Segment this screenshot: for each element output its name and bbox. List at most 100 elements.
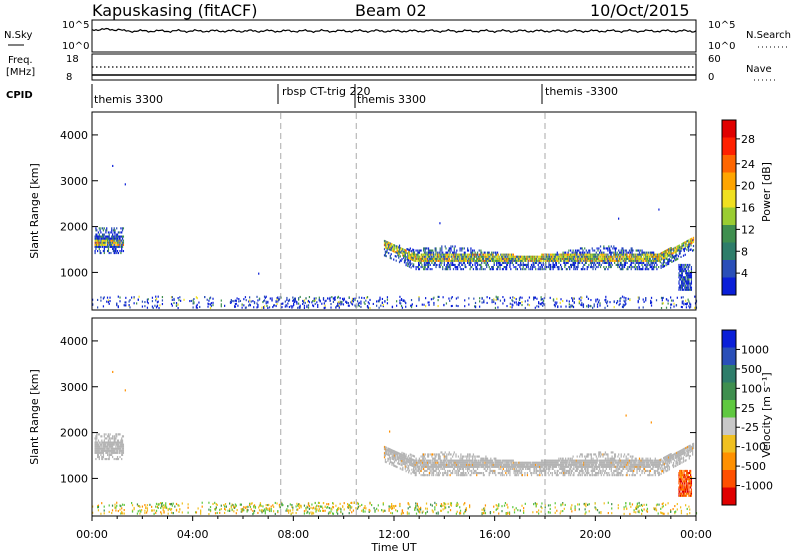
noise-tick-left-top: 10^5 xyxy=(62,20,89,31)
echo-cell xyxy=(651,251,653,254)
echo-cell xyxy=(652,257,654,260)
echo-cell xyxy=(424,247,426,250)
echo-cell xyxy=(448,247,450,250)
echo-cell xyxy=(690,242,692,245)
echo-cell xyxy=(464,251,466,254)
echo-cell xyxy=(501,253,503,256)
echo-cell xyxy=(463,459,465,462)
echo-cell xyxy=(230,506,232,509)
echo-cell xyxy=(447,465,450,468)
echo-cell xyxy=(668,249,671,252)
echo-cell xyxy=(354,297,356,300)
echo-cell xyxy=(656,255,658,258)
echo-cell xyxy=(685,504,687,507)
echo-cell xyxy=(450,305,453,308)
echo-cell xyxy=(609,249,612,252)
echo-cell xyxy=(692,249,694,252)
echo-cell xyxy=(647,255,649,258)
echo-cell xyxy=(465,465,467,468)
echo-cell xyxy=(229,300,232,303)
echo-cell xyxy=(103,245,105,248)
echo-cell xyxy=(471,253,473,256)
echo-cell xyxy=(394,251,396,254)
echo-cell xyxy=(562,251,564,254)
echo-cell xyxy=(506,503,508,506)
echo-cell xyxy=(607,259,609,262)
echo-cell xyxy=(369,502,371,505)
echo-cell xyxy=(447,472,449,475)
echo-cell xyxy=(193,298,195,301)
echo-cell xyxy=(462,253,465,256)
echo-cell xyxy=(672,299,674,302)
echo-cell xyxy=(580,253,583,256)
echo-cell xyxy=(567,259,569,262)
echo-cell xyxy=(459,465,461,468)
echo-cell xyxy=(562,300,564,303)
echo-cell xyxy=(387,457,389,460)
echo-cell xyxy=(418,263,421,266)
echo-cell xyxy=(141,509,143,512)
echo-cell xyxy=(416,257,418,260)
echo-cell xyxy=(332,512,334,515)
echo-cell xyxy=(287,505,289,508)
echo-cell xyxy=(267,306,269,309)
echo-cell xyxy=(472,255,474,258)
echo-cell xyxy=(688,284,690,287)
echo-cell xyxy=(103,435,105,438)
echo-cell xyxy=(479,263,481,266)
echo-cell xyxy=(426,261,428,264)
echo-cell xyxy=(578,300,580,303)
echo-cell xyxy=(432,257,434,260)
echo-cell xyxy=(625,502,627,505)
echo-cell xyxy=(123,503,125,506)
echo-cell xyxy=(552,263,554,266)
echo-cell xyxy=(421,259,423,262)
echo-cell xyxy=(230,301,232,304)
echo-cell xyxy=(427,463,429,466)
echo-cell xyxy=(634,255,636,258)
echo-cell xyxy=(566,257,568,260)
echo-cell xyxy=(404,300,406,303)
echo-cell xyxy=(400,247,402,250)
echo-cell xyxy=(516,255,519,258)
echo-cell xyxy=(517,259,519,262)
echo-cell xyxy=(639,261,641,264)
echo-cell xyxy=(97,250,99,253)
echo-cell xyxy=(414,255,416,258)
echo-cell xyxy=(505,261,507,264)
echo-cell xyxy=(272,504,274,507)
echo-cell xyxy=(423,455,426,458)
echo-cell xyxy=(338,302,340,305)
echo-cell xyxy=(587,253,589,256)
echo-cell xyxy=(433,261,436,264)
echo-cell xyxy=(565,257,567,260)
echo-cell xyxy=(474,251,476,254)
echo-cell xyxy=(651,255,653,258)
echo-cell xyxy=(605,298,607,301)
echo-cell xyxy=(415,257,417,260)
echo-cell xyxy=(533,259,535,262)
echo-cell xyxy=(538,257,540,260)
echo-cell xyxy=(572,261,574,264)
echo-cell xyxy=(102,237,105,240)
echo-cell xyxy=(527,261,529,264)
echo-cell xyxy=(511,261,514,264)
echo-cell xyxy=(233,505,235,508)
echo-cell xyxy=(690,276,693,279)
echo-cell xyxy=(641,504,644,507)
echo-cell xyxy=(540,268,542,271)
echo-cell xyxy=(448,297,450,300)
echo-cell xyxy=(102,243,104,246)
echo-cell xyxy=(436,253,438,256)
echo-cell xyxy=(112,229,115,232)
echo-cell xyxy=(119,239,121,242)
echo-cell xyxy=(450,255,452,258)
echo-cell xyxy=(508,259,510,262)
echo-cell xyxy=(95,235,97,238)
echo-cell xyxy=(294,299,296,302)
echo-cell xyxy=(447,255,450,258)
echo-cell xyxy=(661,302,663,305)
echo-cell xyxy=(589,255,591,258)
echo-cell xyxy=(481,301,483,304)
echo-cell xyxy=(580,255,583,258)
